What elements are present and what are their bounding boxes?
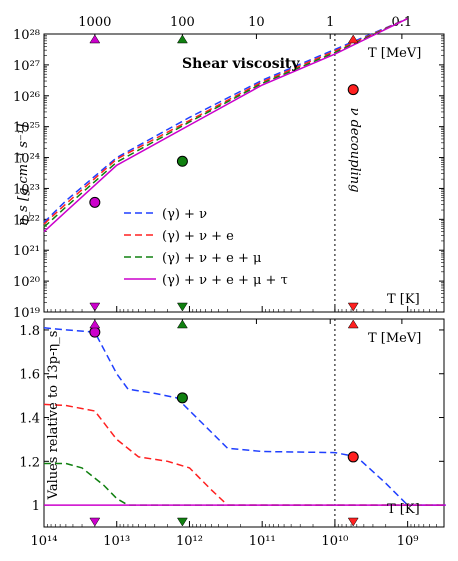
top-ytick-label-7: 10²⁶ bbox=[13, 90, 40, 105]
top-ytick-label-5: 10²⁴ bbox=[13, 152, 40, 167]
bottom-xtick-label-0: 10¹⁴ bbox=[31, 534, 58, 549]
top-ytick-label-0: 10¹⁹ bbox=[13, 306, 40, 321]
top-triangle-up-0 bbox=[89, 34, 101, 44]
top-ytick-label-2: 10²¹ bbox=[13, 244, 40, 259]
top-series-line-3 bbox=[43, 17, 408, 233]
top-panel-ylabel: η_s [g cm⁻¹ s⁻¹] bbox=[16, 123, 31, 226]
bottom-triangle-down-0 bbox=[89, 517, 101, 527]
top-panel: 10¹⁹ 10²⁰ 10²¹ 10²² 10²³ 10²⁴ 10²⁵ 10²⁶ 10²⁷ 10²⁸… bbox=[13, 15, 444, 321]
top-triangle-down-0 bbox=[89, 302, 101, 312]
top-axis-tick-label-2: 10 bbox=[248, 15, 265, 30]
bottom-ytick-label-1: 1.2 bbox=[19, 455, 40, 470]
bottom-panel-bottom-axis-label: T [K] bbox=[387, 502, 420, 517]
legend: (γ) + ν (γ) + ν + e (γ) + ν + e + μ (γ) + ν… bbox=[124, 207, 288, 288]
top-ytick-label-3: 10²² bbox=[13, 213, 40, 228]
bottom-ytick-label-2: 1.4 bbox=[19, 412, 40, 427]
top-panel-bottom-axis-label: T [K] bbox=[387, 292, 420, 307]
bottom-panel-top-axis-label: T [MeV] bbox=[368, 331, 421, 346]
bottom-xtick-label-3: 10¹¹ bbox=[249, 534, 276, 549]
top-ytick-label-6: 10²⁵ bbox=[13, 121, 40, 136]
legend-label-1: (γ) + ν + e bbox=[162, 229, 234, 244]
top-series-line-1 bbox=[43, 17, 408, 225]
top-ytick-label-9: 10²⁸ bbox=[13, 28, 40, 43]
legend-label-2: (γ) + ν + e + μ bbox=[162, 251, 261, 266]
bottom-panel-ylabel: Values relative to 13p-η_s bbox=[46, 331, 61, 501]
top-ytick-label-8: 10²⁷ bbox=[13, 59, 40, 74]
top-triangle-down-1 bbox=[176, 302, 188, 312]
bottom-triangle-up-2 bbox=[347, 319, 359, 329]
bottom-xtick-label-2: 10¹² bbox=[176, 534, 203, 549]
bottom-marker-1 bbox=[176, 392, 188, 404]
top-marker-1 bbox=[176, 155, 188, 167]
bottom-series-line-2 bbox=[44, 462, 446, 506]
bottom-triangle-down-2 bbox=[347, 517, 359, 527]
legend-label-3: (γ) + ν + e + μ + τ bbox=[162, 273, 288, 288]
top-triangle-down-2 bbox=[347, 302, 359, 312]
bottom-xtick-label-5: 10⁹ bbox=[397, 534, 419, 549]
top-triangle-up-1 bbox=[176, 34, 188, 44]
bottom-xtick-label-1: 10¹³ bbox=[103, 534, 130, 549]
top-series-line-0 bbox=[43, 17, 408, 223]
bottom-ytick-label-0: 1 bbox=[32, 499, 40, 514]
bottom-triangle-up-1 bbox=[176, 319, 188, 329]
top-series-line-2 bbox=[43, 17, 408, 228]
decoupling-annotation: ν decoupling bbox=[347, 108, 362, 193]
bottom-panel-frame bbox=[43, 318, 445, 528]
legend-label-0: (γ) + ν bbox=[162, 207, 207, 222]
top-panel-frame bbox=[43, 33, 445, 313]
bottom-xtick-label-4: 10¹⁰ bbox=[321, 534, 348, 549]
bottom-triangle-down-1 bbox=[176, 517, 188, 527]
bottom-series-line-0 bbox=[43, 327, 446, 506]
top-panel-top-axis-label: T [MeV] bbox=[368, 46, 421, 61]
top-axis-tick-label-1: 100 bbox=[170, 15, 195, 30]
chart-title: Shear viscosity bbox=[182, 56, 300, 72]
top-marker-0 bbox=[89, 196, 101, 208]
top-marker-2 bbox=[347, 84, 359, 96]
bottom-marker-2 bbox=[347, 451, 359, 463]
top-axis-tick-label-4: 0.1 bbox=[392, 15, 413, 30]
top-ytick-label-1: 10²⁰ bbox=[13, 275, 40, 290]
top-ytick-label-4: 10²³ bbox=[13, 182, 40, 197]
top-axis-tick-label-0: 1000 bbox=[78, 15, 111, 30]
bottom-series-line-1 bbox=[43, 403, 446, 506]
top-axis-tick-label-3: 1 bbox=[326, 15, 334, 30]
bottom-panel: 1 1.2 1.4 1.6 1.8 10¹⁴ 10¹³ 10¹² 10¹¹ 10¹⁰ 10⁹ bbox=[19, 306, 446, 549]
bottom-marker-0 bbox=[89, 326, 101, 338]
bottom-ytick-label-4: 1.8 bbox=[19, 324, 40, 339]
top-triangle-up-2 bbox=[347, 34, 359, 44]
bottom-ytick-label-3: 1.6 bbox=[19, 368, 40, 383]
bottom-triangle-up-0 bbox=[89, 319, 101, 329]
